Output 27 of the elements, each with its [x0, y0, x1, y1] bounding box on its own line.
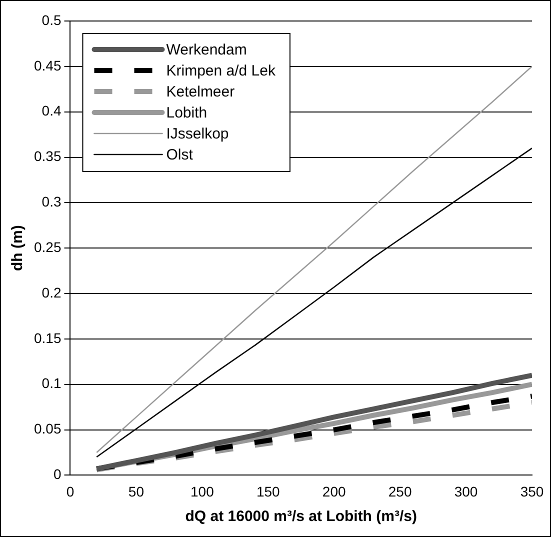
legend-label: IJsselkop [166, 126, 229, 143]
legend-label: Werkendam [166, 42, 247, 59]
x-tick-label: 100 [190, 483, 214, 500]
x-tick-label: 0 [66, 483, 74, 500]
y-tick-label: 0.15 [34, 330, 62, 346]
x-tick-label: 150 [256, 483, 280, 500]
y-tick-label: 0.25 [34, 238, 62, 255]
y-tick-label: 0.45 [34, 57, 62, 74]
x-tick-label: 300 [454, 483, 478, 500]
x-tick-label: 200 [322, 483, 346, 500]
y-tick-label: 0.5 [42, 12, 62, 28]
y-tick-label: 0.4 [42, 102, 62, 119]
y-tick-label: 0.3 [42, 194, 62, 210]
legend-label: Olst [166, 146, 194, 164]
y-axis-title: dh (m) [9, 225, 26, 272]
x-tick-label: 350 [520, 483, 544, 500]
x-axis-title: dQ at 16000 m³/s at Lobith (m³/s) [185, 508, 417, 526]
legend-label: Krimpen a/d Lek [166, 62, 276, 80]
y-tick-label: 0.2 [42, 284, 62, 300]
x-tick-label: 250 [388, 483, 412, 500]
x-tick-label: 50 [128, 483, 144, 500]
legend-label: Lobith [166, 104, 208, 122]
legend-label: Ketelmeer [166, 84, 235, 101]
y-tick-label: 0.1 [42, 375, 62, 392]
y-tick-label: 0 [53, 466, 62, 482]
y-tick-label: 0.05 [34, 420, 62, 437]
y-tick-label: 0.35 [34, 148, 62, 164]
